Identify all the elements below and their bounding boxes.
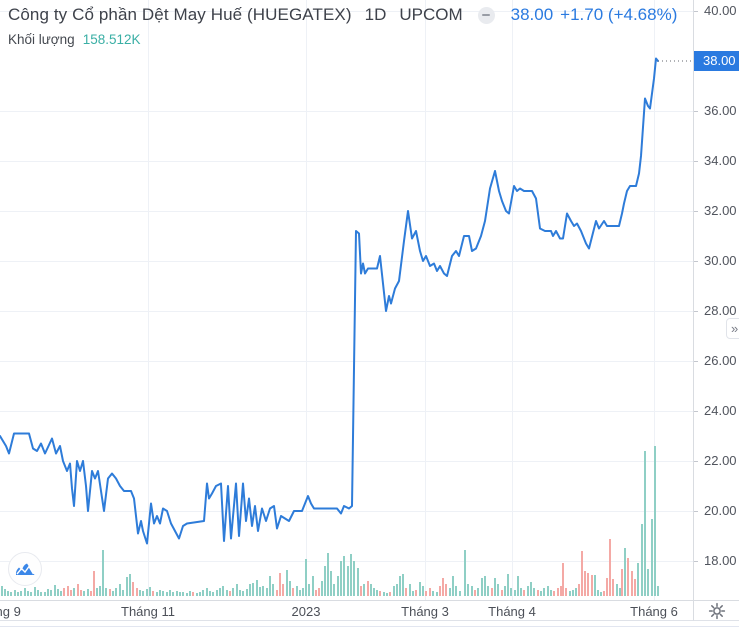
interval-label[interactable]: 1D <box>364 5 387 24</box>
price-axis[interactable]: 38.00 40.00 36.00 34.00 32.00 30.00 28.00 26.0… <box>693 0 739 600</box>
bottom-divider <box>0 626 739 627</box>
mountain-chart-logo-icon <box>15 563 35 575</box>
double-chevron-right-icon: » <box>731 321 739 336</box>
price-axis-label: 34.00 <box>694 153 739 169</box>
time-axis-label: 2023 <box>291 604 321 619</box>
time-axis-label: Tháng 3 <box>401 604 449 619</box>
provider-logo[interactable] <box>8 552 42 586</box>
price-axis-label: 32.00 <box>694 203 739 219</box>
price-axis-label: 30.00 <box>694 253 739 269</box>
price-chart-canvas[interactable] <box>0 0 693 600</box>
price-axis-label: 36.00 <box>694 103 739 119</box>
price-axis-label: 26.00 <box>694 353 739 369</box>
time-axis-label: Tháng 4 <box>488 604 536 619</box>
time-axis-label: Tháng 11 <box>121 604 175 619</box>
time-axis[interactable]: Tháng 9 Tháng 11 2023 Tháng 3 Tháng 4 Tháng 6 <box>0 600 693 621</box>
price-change-value: +1.70 (+4.68%) <box>560 5 678 24</box>
price-chart-pane[interactable]: Công ty Cổ phần Dệt May Huế (HUEGATEX) 1… <box>0 0 693 600</box>
price-axis-label: 20.00 <box>694 503 739 519</box>
symbol-title[interactable]: Công ty Cổ phần Dệt May Huế (HUEGATEX) <box>8 5 352 24</box>
exchange-label[interactable]: UPCOM <box>399 5 463 24</box>
price-axis-label: 28.00 <box>694 303 739 319</box>
volume-study-value: 158.512K <box>82 32 141 47</box>
price-axis-label: 40.00 <box>694 3 739 19</box>
market-closed-minus-circle-icon <box>477 6 495 24</box>
gear-icon[interactable] <box>708 602 726 620</box>
price-axis-label: 18.00 <box>694 553 739 569</box>
collapse-axis-button[interactable]: » <box>726 318 739 339</box>
time-axis-label: Tháng 6 <box>630 604 678 619</box>
time-axis-label: Tháng 9 <box>0 604 21 619</box>
chart-legend: Công ty Cổ phần Dệt May Huế (HUEGATEX) 1… <box>8 5 677 47</box>
last-price-badge: 38.00 <box>694 51 739 71</box>
axis-settings-corner <box>693 600 739 621</box>
last-price-value: 38.00 <box>510 5 554 24</box>
price-axis-label: 24.00 <box>694 403 739 419</box>
volume-study-label[interactable]: Khối lượng <box>8 32 75 47</box>
price-axis-label: 22.00 <box>694 453 739 469</box>
